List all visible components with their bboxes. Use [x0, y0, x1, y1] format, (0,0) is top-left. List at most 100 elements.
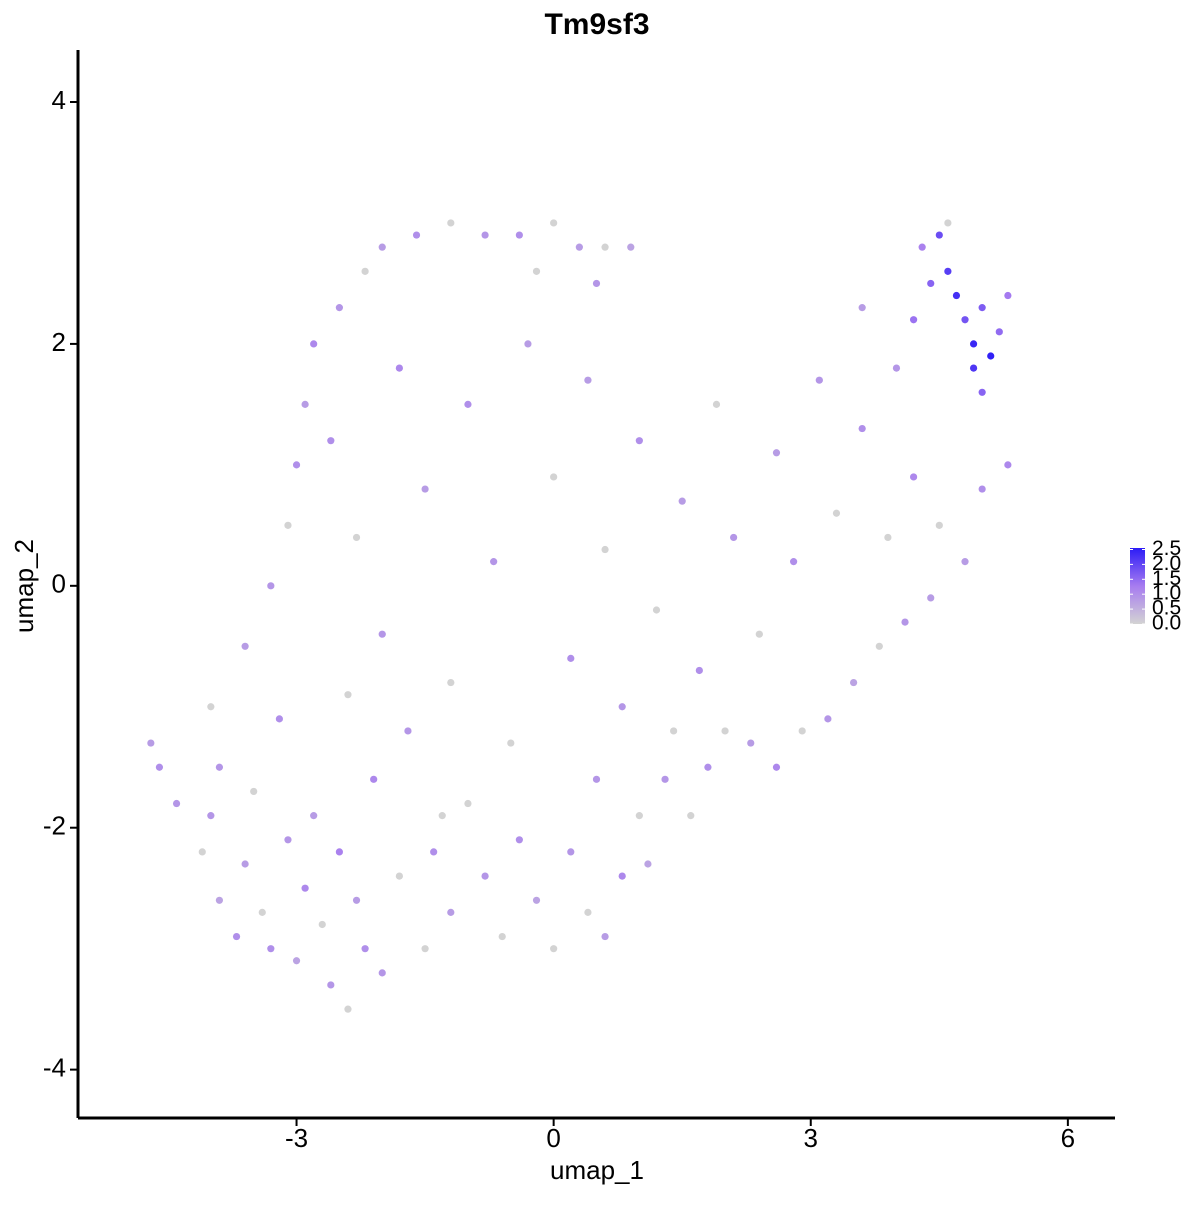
point [301, 884, 309, 892]
point [155, 763, 164, 771]
point [361, 945, 369, 953]
colorbar [1130, 548, 1145, 624]
point [858, 304, 866, 312]
point [292, 461, 301, 469]
point [301, 400, 309, 408]
point [344, 1005, 352, 1013]
point [490, 558, 498, 566]
point [481, 231, 489, 239]
point [284, 836, 292, 844]
point [944, 219, 952, 227]
point [592, 279, 601, 288]
colorbar-tick-label: 0.0 [1152, 612, 1181, 635]
colorbar-tick-label: 2.0 [1152, 552, 1181, 575]
point [404, 727, 412, 735]
point [721, 727, 729, 735]
point [584, 376, 592, 384]
point [798, 727, 806, 735]
point [250, 787, 258, 796]
y-tick-label: 0 [52, 569, 66, 599]
point [550, 473, 558, 481]
point [892, 364, 901, 372]
point [850, 678, 858, 687]
point [918, 243, 926, 251]
point [147, 739, 155, 747]
point [241, 642, 249, 650]
point [927, 279, 935, 288]
point [969, 340, 978, 348]
point [670, 727, 678, 735]
point [352, 533, 361, 542]
colorbar-tick-label: 1.0 [1152, 582, 1181, 605]
point [978, 485, 986, 493]
y-tick-label: 2 [52, 327, 66, 357]
point [258, 908, 266, 916]
point [310, 812, 318, 820]
point [215, 763, 224, 771]
point [327, 437, 335, 445]
point [447, 908, 455, 916]
colorbar-tick-label: 1.5 [1152, 567, 1181, 590]
point [412, 231, 421, 239]
point [987, 352, 995, 360]
x-axis-label: umap_1 [550, 1155, 644, 1185]
point [215, 896, 224, 904]
point [421, 945, 429, 953]
point [335, 304, 343, 312]
point [747, 739, 755, 747]
point [901, 618, 909, 626]
point [635, 437, 643, 445]
point [327, 981, 335, 989]
point [498, 932, 506, 941]
point [1004, 461, 1012, 469]
point [884, 533, 892, 542]
point [335, 848, 343, 856]
point [430, 848, 438, 856]
point [447, 678, 455, 687]
point [592, 775, 601, 783]
point [909, 316, 918, 324]
point [550, 219, 558, 227]
point [678, 497, 686, 505]
point [927, 594, 935, 602]
point [961, 558, 969, 566]
point [832, 509, 841, 517]
point [361, 267, 369, 275]
point [464, 400, 472, 408]
point [378, 630, 386, 638]
point [550, 945, 558, 953]
point [824, 715, 832, 723]
point [567, 848, 575, 856]
point [601, 932, 609, 941]
y-axis-label: umap_2 [9, 539, 39, 633]
point [378, 243, 386, 251]
point [292, 957, 301, 965]
point [618, 703, 626, 711]
y-tick-label: 4 [52, 85, 66, 115]
point [447, 219, 455, 227]
point [909, 473, 918, 481]
point [438, 812, 446, 820]
x-tick-label: 6 [1061, 1123, 1075, 1153]
point [772, 763, 781, 771]
point [790, 558, 798, 566]
point [275, 715, 284, 723]
point [935, 521, 943, 529]
point [532, 896, 541, 904]
point [515, 231, 523, 239]
point [575, 243, 583, 251]
point [875, 642, 883, 650]
point [652, 606, 661, 614]
point [944, 267, 952, 275]
point [395, 872, 403, 880]
point [978, 304, 986, 312]
x-tick-label: -3 [285, 1123, 308, 1153]
point [207, 812, 215, 820]
point [644, 860, 652, 868]
point [695, 666, 703, 675]
point [241, 860, 249, 868]
point [1004, 291, 1012, 300]
point [370, 775, 378, 783]
point [712, 400, 721, 408]
